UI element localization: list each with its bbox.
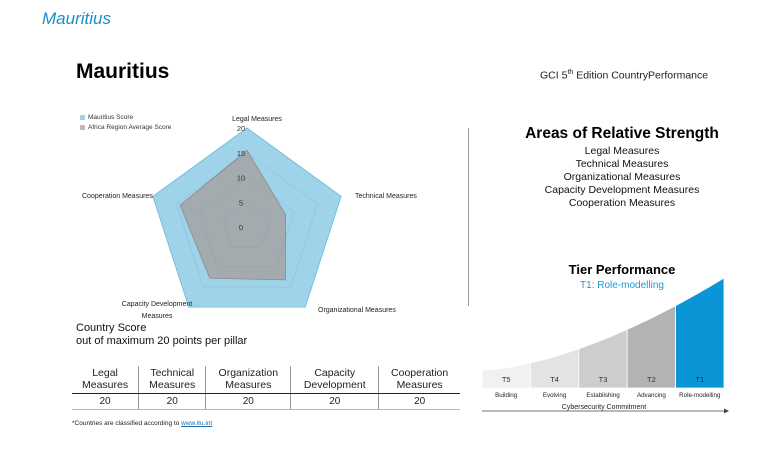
tier-code-label: T2 <box>647 375 656 384</box>
axis-label-cooperation: Cooperation Measures <box>82 193 153 200</box>
axis-label-organizational: Organizational Measures <box>318 307 396 314</box>
edition-prefix: GCI 5 <box>540 69 568 82</box>
score-header-organization: Organization Measures <box>205 366 291 394</box>
score-note-line2: out of maximum 20 points per pillar <box>76 335 248 347</box>
strength-item: Cooperation Measures <box>568 197 676 209</box>
legend-item-mauritius: Mauritius Score <box>80 114 133 121</box>
tier-subtitle: T1: Role-modelling <box>580 280 664 291</box>
score-header-capacity: Capacity Development <box>290 366 379 394</box>
score-note-line1: Country Score <box>76 322 147 334</box>
strength-item: Organizational Measures <box>563 171 681 183</box>
tier-code-label: T4 <box>550 375 559 384</box>
edition-suffix: Edition CountryPerformance <box>573 69 709 82</box>
score-value-organization: 20 <box>205 393 291 410</box>
tier-name-label: Establishing <box>586 392 620 399</box>
tier-name-label: Building <box>495 392 518 399</box>
score-note: Country Score out of maximum 20 points p… <box>76 322 247 348</box>
axis-label-technical: Technical Measures <box>355 193 417 200</box>
commitment-arrow-icon <box>724 408 729 414</box>
radar-tick-label: 0 <box>239 223 243 232</box>
legend-label-africa: Africa Region Average Score <box>88 124 172 131</box>
radar-tick-label: 10 <box>237 174 245 183</box>
tier-code-label: T1 <box>695 375 704 384</box>
score-header-technical: Technical Measures <box>138 366 206 394</box>
radar-grid-ring-overlay <box>176 152 318 288</box>
score-table-value-row: 20 20 20 20 20 <box>72 393 460 410</box>
radar-tick-label: 20 <box>237 124 245 133</box>
country-heading: Mauritius <box>76 60 170 83</box>
radar-tick-label: 15 <box>237 149 245 158</box>
tier-bar-t1 <box>675 277 725 389</box>
score-value-legal: 20 <box>72 393 139 410</box>
radar-grid-ring-overlay <box>199 177 295 268</box>
vertical-divider <box>468 128 469 306</box>
score-header-cooperation: Cooperation Measures <box>378 366 460 394</box>
legend-label-mauritius: Mauritius Score <box>88 114 134 121</box>
radar-grid-ring-overlay <box>223 201 271 248</box>
footnote-link[interactable]: www.itu.int <box>181 420 213 427</box>
tier-name-label: Evolving <box>543 392 567 399</box>
tier-name-label: Advancing <box>637 392 666 399</box>
tier-title: Tier Performance <box>568 262 676 277</box>
edition-label: GCI 5th Edition CountryPerformance <box>540 69 708 82</box>
score-value-capacity: 20 <box>290 393 379 410</box>
strength-item: Capacity Development Measures <box>544 184 700 196</box>
legend-swatch-africa <box>80 125 85 130</box>
tier-bars: T5 Building T4 Evolving T3 Establishing T2 Adva… <box>481 277 725 399</box>
strength-item: Technical Measures <box>575 158 669 170</box>
radar-tick-labels: 0 5 10 15 20 <box>237 124 245 232</box>
axis-label-legal: Legal Measures <box>232 116 282 123</box>
strength-item: Legal Measures <box>584 145 660 157</box>
strength-title: Areas of Relative Strength <box>525 125 719 142</box>
legend-swatch-mauritius <box>80 115 85 120</box>
axis-label-capacity-line1: Capacity Development <box>122 301 192 308</box>
score-value-technical: 20 <box>138 393 206 410</box>
score-header-legal: Legal Measures <box>72 366 139 394</box>
tier-code-label: T3 <box>599 375 608 384</box>
series-polygon-africa <box>179 149 287 281</box>
legend-item-africa: Africa Region Average Score <box>80 124 171 131</box>
edition-sup: th <box>567 69 574 76</box>
tier-name-label: Role-modelling <box>679 392 721 399</box>
radar-tick-label: 5 <box>239 198 243 207</box>
radar-chart: 0 5 10 15 20 Legal Measures Technical Measur… <box>82 116 417 320</box>
tier-chart: T5 Building T4 Evolving T3 Establishing T2 Adva… <box>481 277 729 414</box>
slide-title: Mauritius <box>42 9 111 28</box>
axis-label-capacity-line2: Measures <box>142 313 173 320</box>
score-table-header-row: Legal Measures Technical Measures Organiza… <box>72 366 460 394</box>
commitment-axis-label: Cybersecurity Commitment <box>562 404 646 411</box>
tier-code-label: T5 <box>502 375 511 384</box>
strength-block: Areas of Relative Strength Legal Measure… <box>500 125 744 210</box>
score-value-cooperation: 20 <box>378 393 460 410</box>
score-table: Legal Measures Technical Measures Organiza… <box>72 366 460 410</box>
footnote: *Countries are classified according to w… <box>72 420 213 427</box>
